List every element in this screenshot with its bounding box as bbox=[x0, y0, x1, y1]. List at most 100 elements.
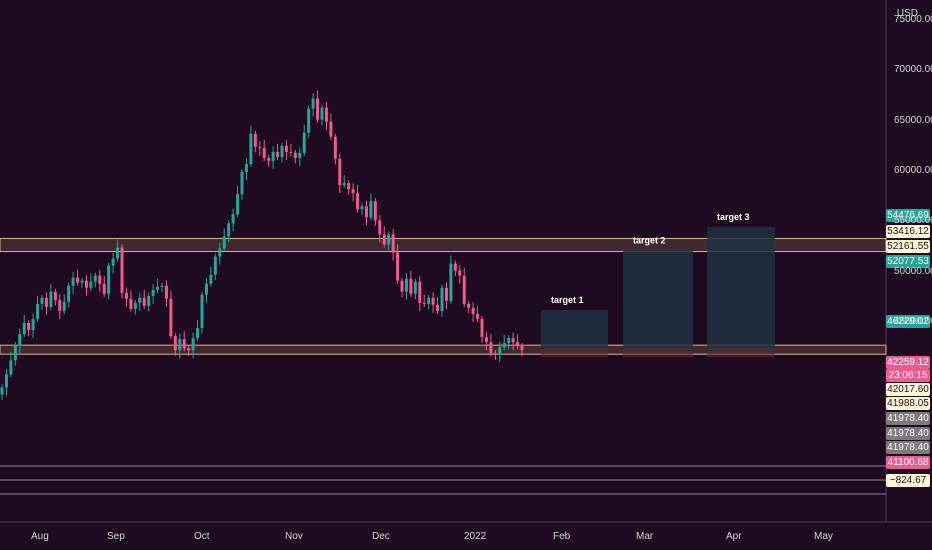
candle-body bbox=[516, 342, 520, 347]
candle-body bbox=[293, 152, 297, 158]
candle-body bbox=[182, 339, 186, 349]
candle-body bbox=[320, 107, 324, 120]
price-tag: 23:06:15 bbox=[886, 369, 930, 382]
currency-label: USD bbox=[896, 8, 918, 19]
candle-body bbox=[404, 278, 408, 292]
candle-body bbox=[84, 280, 88, 288]
price-tag: 53416.12 bbox=[886, 225, 930, 238]
y-tick-label: 75000.00 bbox=[894, 14, 932, 25]
x-tick-label: Oct bbox=[194, 531, 210, 542]
candle-body bbox=[391, 234, 395, 253]
candle-body bbox=[364, 206, 368, 218]
candle-body bbox=[53, 291, 57, 300]
candle-body bbox=[240, 172, 244, 195]
candle-body bbox=[58, 299, 62, 311]
y-tick-label: 50000.00 bbox=[894, 265, 932, 277]
target-stop-2 bbox=[623, 348, 693, 358]
candle-body bbox=[98, 275, 102, 284]
candle-body bbox=[178, 339, 182, 351]
candle-body bbox=[453, 263, 457, 271]
candle-body bbox=[373, 201, 377, 221]
price-tag: 42017.60 bbox=[886, 383, 930, 396]
candle-body bbox=[116, 247, 120, 259]
x-tick-label: Feb bbox=[553, 531, 571, 542]
y-tick-label: 45000.00 bbox=[894, 316, 932, 327]
candle-body bbox=[418, 281, 422, 303]
target-stop-1 bbox=[541, 348, 608, 358]
candle-body bbox=[436, 304, 440, 311]
candle-body bbox=[316, 98, 320, 120]
x-tick-label: May bbox=[814, 531, 833, 542]
candle-body bbox=[22, 323, 26, 335]
candle-body bbox=[369, 201, 373, 218]
target-label-3: target 3 bbox=[717, 212, 750, 222]
candle-body bbox=[222, 236, 226, 249]
candle-body bbox=[89, 281, 93, 288]
candle-body bbox=[151, 289, 155, 296]
candle-body bbox=[107, 265, 111, 294]
target-box-1 bbox=[541, 309, 608, 351]
candle-body bbox=[164, 285, 168, 299]
y-tick-label: 65000.00 bbox=[894, 114, 932, 126]
price-tag: 42259.12 bbox=[886, 356, 930, 369]
price-tag: 52161.55 bbox=[886, 240, 930, 253]
candle-body bbox=[489, 342, 493, 354]
candle-body bbox=[356, 193, 360, 210]
candle-body bbox=[4, 374, 8, 388]
candle-body bbox=[13, 345, 17, 361]
candle-body bbox=[111, 258, 115, 266]
candle-body bbox=[200, 294, 204, 329]
candle-body bbox=[480, 318, 484, 338]
candle-body bbox=[462, 275, 466, 304]
candle-body bbox=[351, 189, 355, 194]
price-tag: 46229.02 bbox=[886, 315, 930, 328]
candle-body bbox=[471, 307, 475, 314]
candle-body bbox=[196, 328, 200, 339]
candle-body bbox=[476, 313, 480, 319]
candle-body bbox=[93, 275, 97, 282]
candle-body bbox=[333, 136, 337, 159]
candle-body bbox=[133, 302, 137, 309]
x-tick-label: 2022 bbox=[464, 531, 487, 542]
price-tag: 41978.40 bbox=[886, 427, 930, 440]
x-tick-label: Sep bbox=[107, 531, 125, 542]
candle-body bbox=[360, 206, 364, 210]
candle-body bbox=[276, 151, 280, 157]
price-tag: 41978.40 bbox=[886, 412, 930, 425]
candle-body bbox=[449, 263, 453, 301]
candle-body bbox=[302, 132, 306, 153]
y-tick-label: 55000.00 bbox=[894, 215, 932, 227]
candle-body bbox=[267, 157, 271, 161]
candle-body bbox=[187, 348, 191, 351]
candle-body bbox=[160, 285, 164, 287]
candle-body bbox=[511, 338, 515, 343]
candle-body bbox=[27, 323, 31, 331]
candle-body bbox=[289, 151, 293, 153]
candle-body bbox=[209, 274, 213, 284]
y-tick-label: 70000.00 bbox=[894, 64, 932, 76]
candle-body bbox=[258, 146, 262, 148]
x-tick-label: Aug bbox=[31, 531, 49, 542]
candle-body bbox=[347, 183, 351, 190]
candle-body bbox=[422, 302, 426, 304]
candle-body bbox=[102, 283, 106, 294]
candle-body bbox=[49, 291, 53, 307]
candle-body bbox=[324, 107, 328, 122]
candle-body bbox=[124, 292, 128, 299]
price-tag: 52077.53 bbox=[886, 255, 930, 268]
candle-body bbox=[427, 297, 431, 304]
candle-body bbox=[396, 252, 400, 281]
candle-body bbox=[440, 287, 444, 311]
candle-body bbox=[507, 338, 511, 344]
candle-body bbox=[204, 283, 208, 295]
candle-body bbox=[227, 223, 231, 237]
candle-body bbox=[284, 145, 288, 152]
candle-body bbox=[338, 158, 342, 186]
candle-body bbox=[409, 278, 413, 294]
candle-body bbox=[213, 256, 217, 275]
candle-body bbox=[502, 343, 506, 348]
candle-body bbox=[173, 336, 177, 351]
candle-body bbox=[138, 297, 142, 303]
candle-body bbox=[458, 270, 462, 276]
